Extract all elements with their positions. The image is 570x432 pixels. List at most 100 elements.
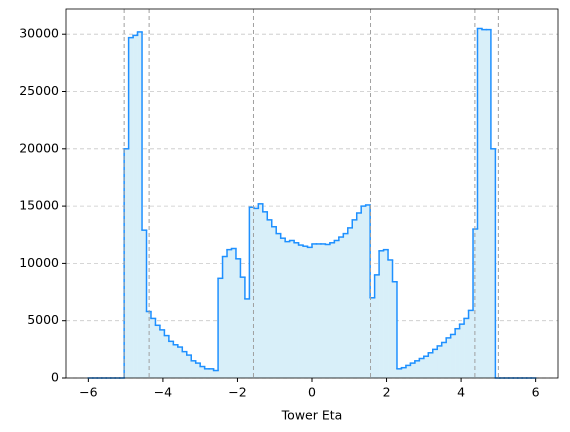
bar: [320, 243, 326, 378]
bar: [191, 360, 197, 378]
bar: [405, 365, 411, 378]
bar: [379, 250, 384, 378]
bar: [464, 318, 469, 378]
bar: [218, 278, 223, 378]
x-tick-label: 6: [532, 385, 540, 400]
bar: [128, 37, 134, 378]
bar: [307, 247, 313, 378]
bar: [200, 366, 205, 378]
bar: [361, 206, 366, 378]
bar: [423, 356, 429, 378]
y-tick-label: 15000: [19, 198, 59, 213]
bar: [374, 274, 380, 378]
bar: [285, 241, 290, 378]
bar: [186, 355, 192, 378]
bar: [267, 219, 273, 378]
bar: [159, 329, 165, 378]
bar: [432, 349, 438, 378]
bar: [280, 238, 286, 378]
bar: [450, 334, 456, 378]
y-tick-label: 25000: [19, 83, 59, 98]
bar: [414, 360, 420, 378]
bar: [356, 212, 362, 378]
bar: [289, 240, 295, 378]
bar: [365, 204, 371, 378]
bar: [137, 31, 143, 379]
bar: [468, 310, 474, 378]
bar: [383, 249, 389, 378]
bar: [235, 258, 241, 378]
bar: [392, 281, 398, 378]
bar: [446, 337, 451, 378]
bar: [396, 368, 402, 378]
bar: [213, 370, 219, 378]
y-tick-label: 10000: [19, 255, 59, 270]
bar: [298, 245, 304, 378]
bar: [146, 311, 152, 378]
bar: [168, 341, 174, 378]
bar: [459, 324, 465, 378]
bar: [258, 203, 264, 378]
x-tick-label: −6: [79, 385, 97, 400]
bar: [419, 358, 425, 378]
bar: [249, 207, 255, 378]
bar: [303, 246, 308, 378]
bar: [177, 347, 183, 378]
bar: [253, 208, 259, 378]
y-tick-label: 5000: [27, 312, 59, 327]
bar: [343, 233, 349, 378]
bar: [124, 148, 129, 378]
bar: [347, 227, 353, 378]
bar: [325, 244, 331, 378]
bar: [271, 226, 277, 378]
x-tick-label: −2: [228, 385, 246, 400]
bar: [142, 230, 147, 378]
bar: [455, 328, 460, 378]
bar: [173, 344, 179, 378]
bar: [481, 29, 487, 379]
bar: [388, 259, 393, 378]
plot-frame: [65, 8, 559, 379]
bar: [428, 352, 434, 378]
bar: [486, 29, 492, 379]
bar: [329, 242, 335, 378]
bar: [240, 277, 246, 378]
bar: [370, 297, 375, 378]
bar: [316, 243, 322, 378]
bar: [473, 229, 478, 378]
x-axis-label: Tower Eta: [281, 408, 343, 423]
bar: [352, 219, 358, 378]
bar: [209, 368, 214, 378]
bar: [276, 233, 281, 378]
bar: [262, 211, 268, 378]
y-tick-label: 0: [51, 370, 59, 385]
bar: [244, 298, 250, 378]
y-tick-label: 30000: [19, 26, 59, 41]
bar: [155, 325, 161, 378]
y-tick-label: 20000: [19, 140, 59, 155]
bar: [437, 345, 443, 378]
bar: [334, 240, 340, 378]
bar: [150, 318, 156, 378]
bar: [195, 363, 201, 378]
x-tick-label: 2: [383, 385, 391, 400]
x-tick-label: 4: [457, 385, 465, 400]
x-tick-label: 0: [308, 385, 316, 400]
bar: [231, 248, 237, 378]
bar: [294, 242, 299, 378]
x-tick-label: −4: [154, 385, 172, 400]
bar: [490, 148, 496, 378]
bar: [312, 243, 317, 378]
bar: [133, 35, 138, 378]
bar: [164, 335, 170, 378]
bar: [227, 249, 232, 378]
bar: [477, 28, 483, 379]
bar: [338, 237, 344, 378]
bar: [441, 342, 447, 378]
bar: [204, 368, 210, 378]
bar: [401, 367, 407, 378]
bar: [222, 256, 228, 378]
bar: [182, 351, 188, 378]
bar: [410, 363, 416, 378]
